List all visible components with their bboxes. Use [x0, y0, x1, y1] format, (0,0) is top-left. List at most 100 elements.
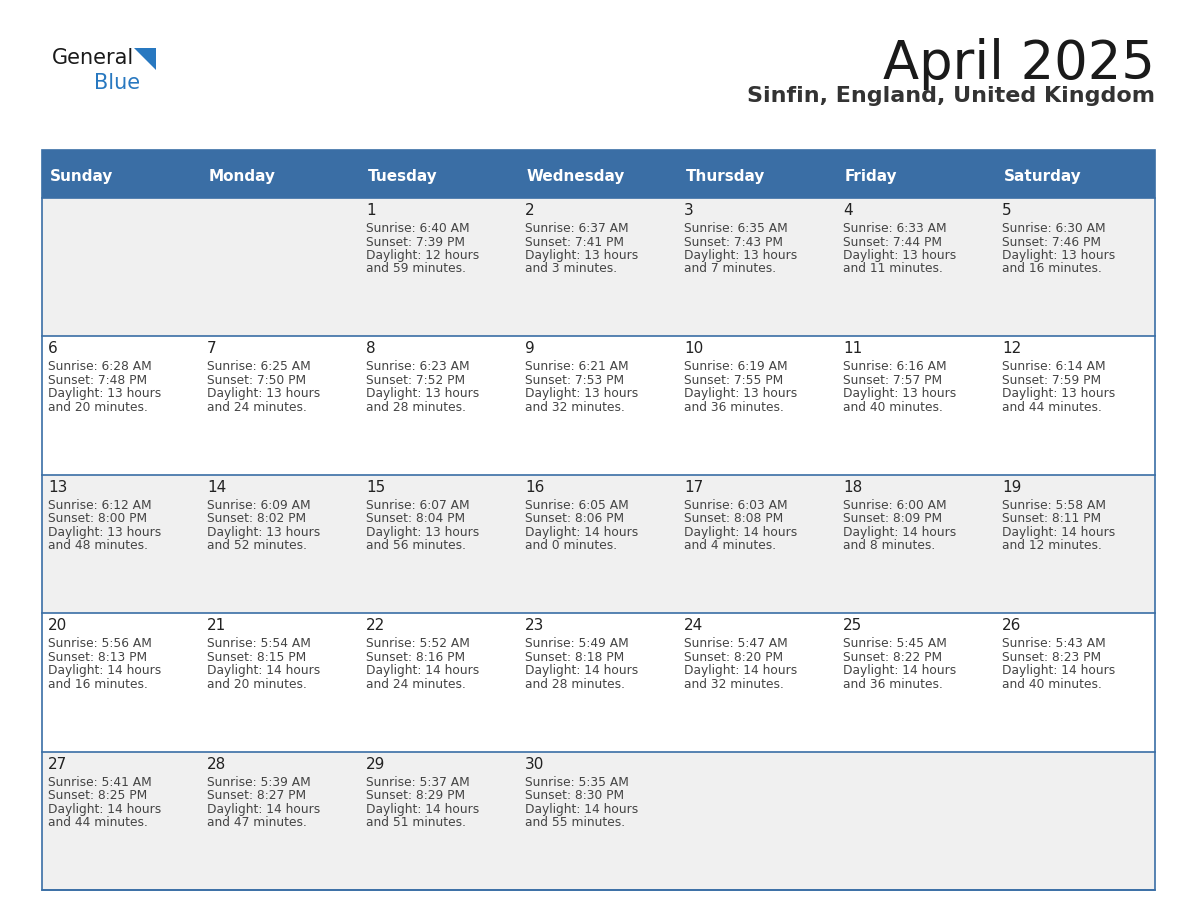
Text: 21: 21 [207, 618, 226, 633]
Text: 4: 4 [843, 203, 853, 218]
Text: Sunrise: 5:49 AM: Sunrise: 5:49 AM [525, 637, 628, 650]
Text: Sunset: 8:16 PM: Sunset: 8:16 PM [366, 651, 466, 664]
Text: 12: 12 [1001, 341, 1022, 356]
Text: Sunset: 8:20 PM: Sunset: 8:20 PM [684, 651, 783, 664]
Text: Sunset: 7:48 PM: Sunset: 7:48 PM [48, 374, 147, 386]
Text: Sunday: Sunday [50, 170, 113, 185]
Text: and 24 minutes.: and 24 minutes. [207, 401, 307, 414]
Text: 18: 18 [843, 480, 862, 495]
Text: Sunset: 7:52 PM: Sunset: 7:52 PM [366, 374, 466, 386]
Text: Daylight: 14 hours: Daylight: 14 hours [366, 802, 479, 815]
Text: 7: 7 [207, 341, 216, 356]
Text: Thursday: Thursday [685, 170, 765, 185]
Text: and 40 minutes.: and 40 minutes. [1001, 677, 1102, 690]
Text: 20: 20 [48, 618, 68, 633]
Bar [42, 150, 1155, 890]
Text: Daylight: 14 hours: Daylight: 14 hours [525, 665, 638, 677]
Text: Daylight: 13 hours: Daylight: 13 hours [48, 387, 162, 400]
Text: 2: 2 [525, 203, 535, 218]
Text: and 59 minutes.: and 59 minutes. [366, 263, 466, 275]
Text: and 11 minutes.: and 11 minutes. [843, 263, 943, 275]
Text: Sunset: 7:46 PM: Sunset: 7:46 PM [1001, 236, 1101, 249]
Text: Sunset: 8:11 PM: Sunset: 8:11 PM [1001, 512, 1101, 525]
Text: and 28 minutes.: and 28 minutes. [525, 677, 625, 690]
Text: Sunset: 8:29 PM: Sunset: 8:29 PM [366, 789, 466, 802]
Text: Sunrise: 6:28 AM: Sunrise: 6:28 AM [48, 361, 152, 374]
Text: 16: 16 [525, 480, 544, 495]
Text: 5: 5 [1001, 203, 1012, 218]
Text: General: General [52, 48, 134, 68]
Text: and 36 minutes.: and 36 minutes. [843, 677, 943, 690]
Bar [42, 752, 1155, 890]
Text: April 2025: April 2025 [883, 38, 1155, 90]
Text: Daylight: 14 hours: Daylight: 14 hours [1001, 526, 1116, 539]
Text: Tuesday: Tuesday [368, 170, 437, 185]
Text: Sunset: 7:59 PM: Sunset: 7:59 PM [1001, 374, 1101, 386]
Text: Sunset: 8:00 PM: Sunset: 8:00 PM [48, 512, 147, 525]
Text: Wednesday: Wednesday [527, 170, 625, 185]
Text: 26: 26 [1001, 618, 1022, 633]
Text: Sunset: 7:55 PM: Sunset: 7:55 PM [684, 374, 783, 386]
Text: 6: 6 [48, 341, 58, 356]
Text: 3: 3 [684, 203, 694, 218]
Text: Sunrise: 6:33 AM: Sunrise: 6:33 AM [843, 222, 947, 235]
Text: Sunset: 8:04 PM: Sunset: 8:04 PM [366, 512, 466, 525]
Text: Daylight: 14 hours: Daylight: 14 hours [525, 802, 638, 815]
Text: Sunset: 8:02 PM: Sunset: 8:02 PM [207, 512, 307, 525]
Text: Sunrise: 5:41 AM: Sunrise: 5:41 AM [48, 776, 152, 789]
Text: 15: 15 [366, 480, 385, 495]
Text: Sunrise: 5:37 AM: Sunrise: 5:37 AM [366, 776, 469, 789]
Text: and 3 minutes.: and 3 minutes. [525, 263, 617, 275]
Text: and 36 minutes.: and 36 minutes. [684, 401, 784, 414]
Text: 30: 30 [525, 756, 544, 772]
Text: 13: 13 [48, 480, 68, 495]
Text: Daylight: 14 hours: Daylight: 14 hours [207, 802, 321, 815]
Text: 1: 1 [366, 203, 375, 218]
Text: Daylight: 14 hours: Daylight: 14 hours [48, 665, 162, 677]
Text: and 47 minutes.: and 47 minutes. [207, 816, 307, 829]
Text: and 48 minutes.: and 48 minutes. [48, 539, 148, 553]
Text: 19: 19 [1001, 480, 1022, 495]
Bar [42, 150, 1155, 156]
Text: and 51 minutes.: and 51 minutes. [366, 816, 466, 829]
Text: Sunset: 8:27 PM: Sunset: 8:27 PM [207, 789, 307, 802]
Text: and 0 minutes.: and 0 minutes. [525, 539, 617, 553]
Text: Sunrise: 6:30 AM: Sunrise: 6:30 AM [1001, 222, 1106, 235]
Text: 14: 14 [207, 480, 226, 495]
Bar [42, 613, 1155, 752]
Text: Daylight: 14 hours: Daylight: 14 hours [48, 802, 162, 815]
Text: Sunset: 7:44 PM: Sunset: 7:44 PM [843, 236, 942, 249]
Text: 28: 28 [207, 756, 226, 772]
Text: Sunrise: 6:05 AM: Sunrise: 6:05 AM [525, 498, 628, 512]
Text: and 16 minutes.: and 16 minutes. [48, 677, 147, 690]
Text: and 55 minutes.: and 55 minutes. [525, 816, 625, 829]
Text: and 44 minutes.: and 44 minutes. [1001, 401, 1102, 414]
Text: Daylight: 14 hours: Daylight: 14 hours [843, 665, 956, 677]
Text: Sunrise: 6:40 AM: Sunrise: 6:40 AM [366, 222, 469, 235]
Text: Sunset: 7:53 PM: Sunset: 7:53 PM [525, 374, 624, 386]
Text: 25: 25 [843, 618, 862, 633]
Text: Sunset: 8:13 PM: Sunset: 8:13 PM [48, 651, 147, 664]
Text: Sunset: 7:57 PM: Sunset: 7:57 PM [843, 374, 942, 386]
Text: 27: 27 [48, 756, 68, 772]
Text: Daylight: 13 hours: Daylight: 13 hours [843, 387, 956, 400]
Text: and 7 minutes.: and 7 minutes. [684, 263, 776, 275]
Text: Daylight: 13 hours: Daylight: 13 hours [1001, 249, 1116, 262]
Text: and 16 minutes.: and 16 minutes. [1001, 263, 1102, 275]
Text: Daylight: 13 hours: Daylight: 13 hours [525, 249, 638, 262]
Text: Daylight: 14 hours: Daylight: 14 hours [366, 665, 479, 677]
Text: 9: 9 [525, 341, 535, 356]
Text: Sunrise: 5:43 AM: Sunrise: 5:43 AM [1001, 637, 1106, 650]
Text: and 24 minutes.: and 24 minutes. [366, 677, 466, 690]
Text: Sunrise: 6:25 AM: Sunrise: 6:25 AM [207, 361, 311, 374]
Text: Sunset: 8:18 PM: Sunset: 8:18 PM [525, 651, 624, 664]
Text: Daylight: 13 hours: Daylight: 13 hours [48, 526, 162, 539]
Text: Sunset: 7:41 PM: Sunset: 7:41 PM [525, 236, 624, 249]
Text: and 20 minutes.: and 20 minutes. [48, 401, 147, 414]
Text: Sunset: 8:30 PM: Sunset: 8:30 PM [525, 789, 624, 802]
Text: Daylight: 13 hours: Daylight: 13 hours [1001, 387, 1116, 400]
Text: Daylight: 14 hours: Daylight: 14 hours [684, 665, 797, 677]
Text: Daylight: 13 hours: Daylight: 13 hours [684, 249, 797, 262]
Text: Daylight: 13 hours: Daylight: 13 hours [843, 249, 956, 262]
Text: and 44 minutes.: and 44 minutes. [48, 816, 147, 829]
